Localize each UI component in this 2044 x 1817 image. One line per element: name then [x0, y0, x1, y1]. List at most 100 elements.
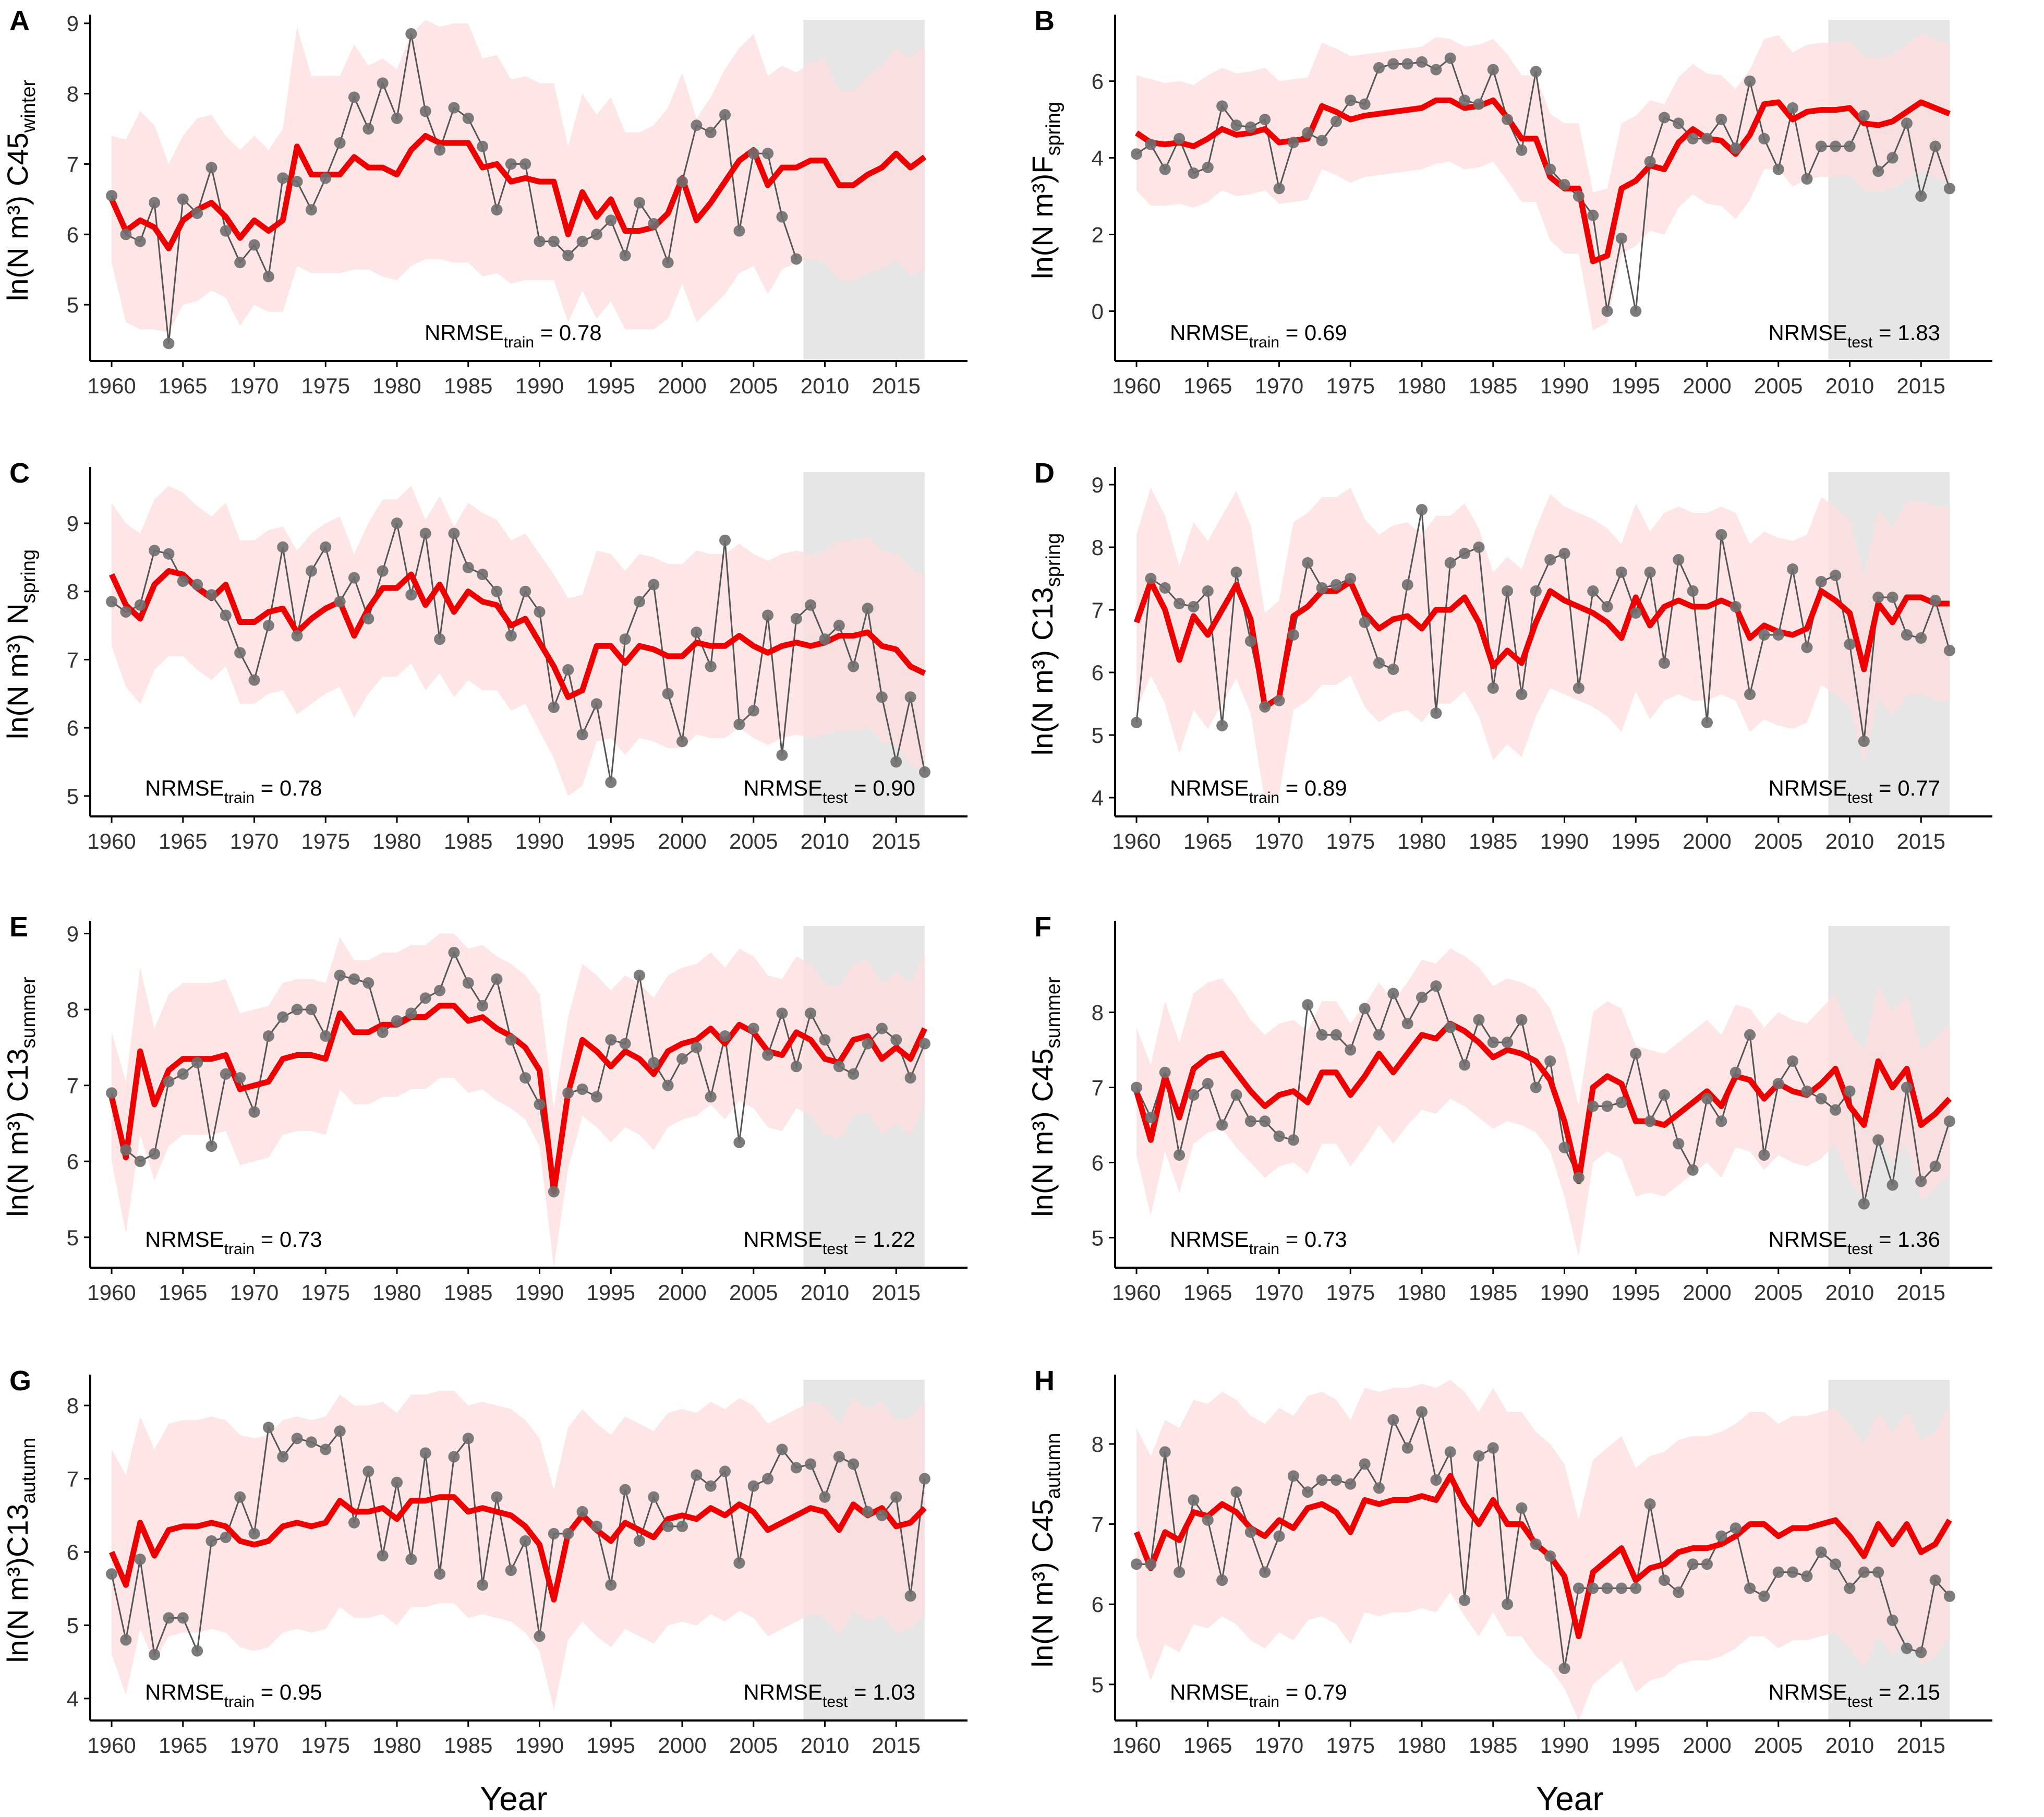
observed-point: [562, 1087, 574, 1099]
observed-point: [434, 1568, 446, 1580]
observed-point: [1815, 1093, 1827, 1105]
observed-point: [1587, 209, 1599, 221]
observed-point: [305, 1436, 317, 1448]
observed-point: [519, 585, 531, 597]
observed-point: [805, 1007, 817, 1019]
metric-value: 1.83: [1897, 320, 1940, 345]
x-tick-label: 1965: [1183, 1733, 1232, 1758]
observed-point: [733, 718, 745, 730]
x-tick-label: 1995: [587, 829, 635, 853]
y-tick-label: 6: [67, 1149, 79, 1174]
metric-subscript: train: [224, 789, 255, 807]
observed-point: [1729, 601, 1741, 612]
y-tick-label: 6: [1092, 1592, 1104, 1617]
observed-point: [1174, 1566, 1186, 1578]
observed-point: [1687, 133, 1699, 145]
observed-point: [1387, 988, 1399, 1000]
x-tick-label: 2000: [1683, 1280, 1731, 1305]
observed-point: [149, 1648, 161, 1660]
observed-point: [819, 1034, 831, 1046]
prediction-interval-ribbon: [1136, 488, 1950, 801]
y-tick-label: 2: [1092, 223, 1104, 247]
observed-point: [1844, 1582, 1856, 1594]
observed-point: [1801, 642, 1813, 653]
y-axis-variable: C45: [1, 133, 34, 186]
observed-point: [1901, 117, 1913, 129]
observed-point: [1801, 1570, 1813, 1582]
observed-point: [1502, 585, 1514, 597]
metric-annotation: NRMSEtrain = 0.73: [1170, 1227, 1347, 1258]
x-tick-label: 1975: [1326, 374, 1375, 398]
observed-point: [377, 1550, 389, 1562]
observed-point: [419, 105, 431, 117]
observed-point: [548, 1186, 560, 1198]
observed-point: [320, 1030, 332, 1042]
x-tick-label: 2000: [1683, 829, 1731, 853]
observed-point: [1444, 1446, 1456, 1458]
observed-point: [419, 1447, 431, 1459]
metric-name: NRMSE: [743, 1680, 823, 1704]
observed-point: [519, 1072, 531, 1084]
observed-point: [1259, 1566, 1271, 1578]
metric-annotation: NRMSEtrain = 0.78: [145, 776, 322, 807]
x-tick-label: 1965: [1183, 374, 1232, 398]
observed-point: [1159, 1066, 1171, 1078]
observed-point: [505, 630, 517, 642]
x-tick-label: 2010: [1825, 1280, 1874, 1305]
observed-point: [562, 249, 574, 261]
metric-subscript: train: [224, 1241, 255, 1258]
observed-point: [1915, 190, 1927, 202]
metric-name: NRMSE: [743, 776, 823, 800]
observed-point: [1502, 114, 1514, 126]
observed-point: [234, 257, 246, 269]
x-tick-label: 1990: [515, 829, 564, 853]
observed-point: [191, 1057, 203, 1068]
observed-point: [177, 193, 189, 205]
metric-annotation: NRMSEtest = 0.90: [743, 776, 915, 807]
observed-point: [1473, 98, 1485, 110]
observed-point: [348, 973, 360, 985]
x-tick-label: 1975: [1326, 829, 1375, 853]
observed-point: [1459, 94, 1471, 106]
observed-point: [519, 1535, 531, 1547]
observed-point: [134, 1554, 146, 1566]
observed-point: [790, 1061, 802, 1073]
y-tick-label: 8: [67, 82, 79, 106]
observed-point: [177, 1612, 189, 1624]
observed-point: [633, 1535, 645, 1547]
observed-point: [1729, 1522, 1741, 1534]
observed-point: [548, 1527, 560, 1539]
observed-point: [1373, 657, 1385, 669]
x-tick-label: 1980: [1397, 374, 1446, 398]
x-tick-label: 2000: [1683, 374, 1731, 398]
observed-point: [1844, 140, 1856, 152]
observed-point: [120, 1144, 132, 1156]
observed-point: [1159, 1446, 1171, 1458]
observed-point: [106, 190, 118, 202]
x-tick-label: 1990: [515, 1733, 564, 1758]
observed-point: [619, 1038, 631, 1050]
observed-point: [462, 977, 474, 989]
prediction-interval-ribbon: [1136, 33, 1950, 331]
x-tick-label: 1985: [444, 829, 492, 853]
observed-point: [1216, 1119, 1228, 1131]
x-tick-label: 2015: [1897, 374, 1945, 398]
observed-point: [1615, 1582, 1627, 1594]
y-axis-variable-subscript: spring: [1043, 533, 1065, 587]
x-tick-label: 2010: [801, 829, 849, 853]
observed-series-line: [111, 523, 926, 783]
x-tick-label: 1985: [1469, 374, 1517, 398]
metric-subscript: test: [823, 789, 848, 807]
x-tick-label: 1980: [372, 374, 421, 398]
observed-point: [1573, 1582, 1585, 1594]
observed-point: [534, 235, 546, 247]
observed-point: [1345, 94, 1357, 106]
metric-value: 0.78: [559, 320, 602, 345]
observed-point: [691, 119, 703, 131]
observed-point: [419, 992, 431, 1004]
y-axis-variable: C13: [1, 1049, 34, 1102]
panel-letter: G: [9, 1365, 31, 1397]
y-tick-label: 9: [1092, 473, 1104, 497]
observed-point: [1787, 1055, 1799, 1067]
observed-point: [1701, 1558, 1713, 1570]
